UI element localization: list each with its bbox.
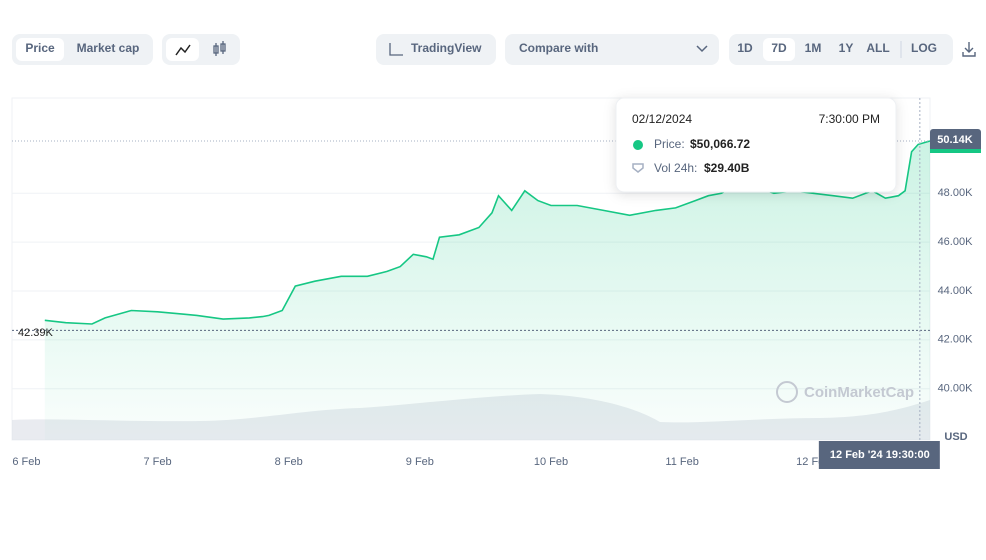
candle-icon[interactable] (213, 41, 226, 56)
unit-label: USD (944, 431, 967, 443)
log-button[interactable]: LOG (911, 41, 937, 55)
compare-select[interactable] (505, 34, 719, 65)
last-price-accent (930, 148, 981, 153)
price-dot (633, 140, 643, 150)
x-tick-label: 8 Feb (275, 456, 303, 468)
vol-icon (632, 163, 644, 173)
y-tick-label: 48.00K (938, 187, 974, 199)
range-button[interactable]: 1Y (839, 41, 854, 55)
last-price-label: 50.14K (937, 134, 973, 146)
range-button[interactable]: 1D (737, 41, 753, 55)
price-area (44, 141, 931, 440)
y-tick-label: 46.00K (938, 236, 974, 248)
price-tab[interactable] (16, 38, 64, 61)
cursor-badge (818, 441, 940, 469)
tradingview-label: TradingView (411, 41, 482, 55)
x-tick-label: 9 Feb (406, 456, 434, 468)
last-price-badge (930, 128, 981, 153)
watermark-logo (776, 381, 798, 403)
y-tick-label: 40.00K (938, 383, 974, 395)
download-icon[interactable] (962, 42, 976, 57)
tooltip-price-label: Price: (654, 137, 685, 151)
price-tab-label: Price (25, 41, 55, 55)
tooltip-vol-label: Vol 24h: (654, 161, 697, 175)
cursor-label: 12 Feb '24 19:30:00 (830, 449, 930, 461)
watermark: CoinMarketCap (804, 384, 914, 401)
y-tick-label: 42.00K (938, 334, 974, 346)
tooltip-vol: $29.40B (704, 161, 750, 175)
y-tick-label: 44.00K (938, 285, 974, 297)
price-line (44, 140, 931, 325)
compare-label: Compare with (519, 41, 598, 55)
tooltip-time: 7:30:00 PM (819, 112, 880, 126)
range-button[interactable]: ALL (866, 41, 889, 55)
range-button[interactable]: 7D (771, 41, 787, 55)
tooltip (615, 97, 897, 193)
x-tick-label: 11 Feb (665, 456, 698, 468)
chevron (696, 45, 708, 53)
tooltip-price: $50,066.72 (690, 137, 750, 151)
x-tick-label: 10 Feb (534, 456, 568, 468)
range-selected (763, 38, 795, 61)
tv-icon (389, 43, 403, 56)
tradingview-button[interactable] (376, 34, 496, 65)
first-price-label: 42.39K (18, 327, 54, 339)
x-tick-label: 6 Feb (12, 456, 40, 468)
market-cap-tab[interactable]: Market cap (77, 41, 140, 55)
range-button[interactable]: 1M (805, 41, 822, 55)
tooltip-date: 02/12/2024 (632, 112, 692, 126)
line-icon (175, 44, 191, 56)
x-tick-label: 7 Feb (143, 456, 171, 468)
